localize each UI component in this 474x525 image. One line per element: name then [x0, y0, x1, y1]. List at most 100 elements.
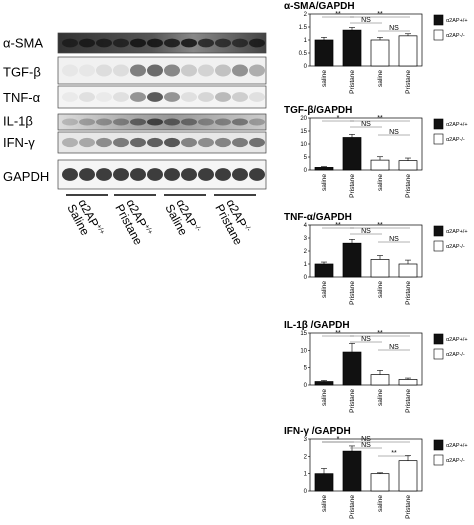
blot-band [113, 168, 129, 181]
x-tick-label: saline [377, 281, 384, 298]
bar [342, 29, 362, 67]
legend-swatch-wt [433, 118, 444, 130]
y-tick-label: 3 [304, 437, 308, 443]
y-tick-label: 0 [304, 383, 308, 389]
y-tick-label: 0 [304, 64, 308, 70]
chart-title: IFN-γ /GAPDH [284, 426, 351, 437]
y-tick-label: 2 [304, 454, 308, 460]
x-tick-label: saline [377, 389, 384, 406]
blot-band [113, 38, 129, 48]
blot-band [113, 118, 129, 126]
plot-frame [309, 438, 423, 492]
x-tick-label: saline [321, 174, 328, 191]
significance-label: NS [361, 121, 371, 128]
blot-label: IFN-γ [3, 135, 35, 150]
blot-band [181, 92, 197, 102]
blot-band [62, 92, 78, 102]
blot-band [62, 64, 78, 77]
bar [314, 167, 334, 171]
x-tick-label: saline [321, 389, 328, 406]
blot-band [130, 168, 146, 181]
blot-band [130, 64, 146, 77]
blot-band [215, 137, 231, 148]
bar [314, 473, 334, 492]
blot-band [96, 64, 112, 77]
blot-band [147, 38, 163, 48]
bar [398, 263, 418, 278]
blot-band [79, 168, 95, 181]
lane-group: α2AP-/-Saline [162, 194, 206, 238]
y-tick-label: 1.5 [299, 25, 308, 31]
blot-band [181, 38, 197, 48]
legend-swatch-ko [433, 348, 444, 360]
significance-label: NS [389, 25, 399, 32]
blot-band [130, 137, 146, 148]
western-blot-panel: α-SMA TGF-β TNF-α IL-1β IFN-γ GAPDH α2AP+/+Sa… [3, 32, 267, 248]
bar [342, 450, 362, 492]
bar [342, 137, 362, 171]
lane-group: α2AP+/+Saline [64, 194, 108, 238]
y-tick-label: 0 [304, 275, 308, 281]
blot-band [181, 118, 197, 126]
blot-band [79, 64, 95, 77]
blot-band [232, 168, 248, 181]
x-tick-label: saline [377, 70, 384, 87]
blot-band [62, 118, 78, 126]
blot-band [198, 64, 214, 77]
blot-band [215, 64, 231, 77]
chart-panel-3: IL-1β /GAPDH 0 5 10 15 saline Pristane saline Pr… [282, 319, 474, 417]
bar [342, 242, 362, 278]
x-tick-label: Pristane [405, 70, 412, 94]
chart-title: TGF-β/GAPDH [284, 105, 352, 116]
blot-label: TGF-β [3, 64, 41, 79]
bar [370, 39, 390, 67]
significance-label: NS [361, 442, 371, 449]
blot-label: IL-1β [3, 114, 33, 129]
x-tick-label: Pristane [405, 389, 412, 413]
blot-band [164, 64, 180, 77]
x-tick-label: saline [321, 70, 328, 87]
x-tick-label: Pristane [349, 281, 356, 305]
significance-label: ** [335, 11, 341, 18]
y-tick-label: 4 [304, 223, 308, 229]
significance-label: ** [335, 330, 341, 337]
blot-row: α-SMA [3, 32, 267, 54]
x-tick-label: Pristane [405, 281, 412, 305]
x-tick-label: saline [377, 495, 384, 512]
y-tick-label: 10 [300, 348, 307, 354]
bar [314, 381, 334, 386]
blot-band [79, 92, 95, 102]
significance-label: ** [377, 330, 383, 337]
significance-label: NS [389, 344, 399, 351]
blot-band [249, 137, 265, 148]
x-tick-label: Pristane [349, 389, 356, 413]
blot-band [62, 168, 78, 181]
blot-band [232, 137, 248, 148]
chart-panel-1: TGF-β/GAPDH 0 5 10 15 20 saline Pristane saline P… [282, 104, 474, 202]
y-tick-label: 2 [304, 249, 308, 255]
blot-band [232, 38, 248, 48]
blot-band [215, 118, 231, 126]
blot-band [113, 64, 129, 77]
legend-swatch-wt [433, 14, 444, 26]
x-tick-label: Pristane [349, 174, 356, 198]
legend-label-wt: α2AP+/+ [446, 229, 468, 235]
lane-group: α2AP-/-Pristane [212, 194, 256, 248]
blot-row: GAPDH [3, 159, 267, 190]
legend-swatch-ko [433, 454, 444, 466]
chart-panel-0: α-SMA/GAPDH 0 0.5 1 1.5 2 saline Pristane saline… [282, 0, 474, 98]
legend-label-wt: α2AP+/+ [446, 443, 468, 449]
blot-band [198, 168, 214, 181]
blot-band [164, 118, 180, 126]
legend-label-ko: α2AP-/- [446, 137, 465, 143]
blot-band [96, 92, 112, 102]
bar [398, 379, 418, 386]
blot-band [113, 92, 129, 102]
significance-label: ** [377, 11, 383, 18]
y-tick-label: 15 [300, 331, 307, 337]
blot-band [164, 92, 180, 102]
significance-label: NS [361, 17, 371, 24]
y-tick-label: 20 [300, 116, 307, 122]
blot-label: α-SMA [3, 35, 43, 50]
y-tick-label: 10 [300, 142, 307, 148]
